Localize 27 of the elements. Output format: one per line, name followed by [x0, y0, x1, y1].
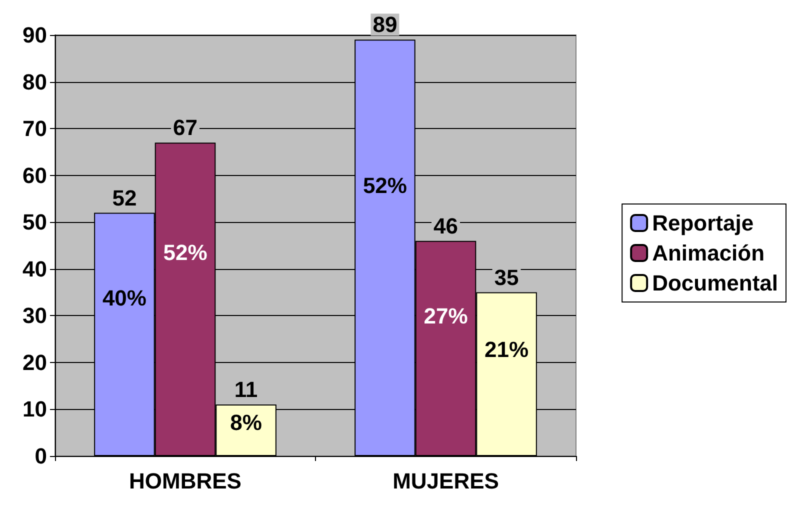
y-tick-label: 80: [22, 69, 47, 94]
legend-label: Animación: [652, 240, 765, 266]
y-tick-label: 0: [34, 444, 47, 468]
y-tick-label: 40: [22, 256, 47, 282]
data-label: 52: [112, 185, 137, 210]
annotation: 40%: [102, 285, 146, 310]
y-tick-label: 10: [22, 396, 47, 422]
y-tick-label: 60: [22, 162, 47, 188]
annotation: 52%: [362, 172, 407, 198]
data-label: 89: [372, 12, 398, 38]
y-tick-label: 30: [22, 303, 47, 328]
y-tick-label: 50: [22, 210, 47, 235]
data-label: 35: [494, 264, 519, 290]
data-label: 11: [234, 377, 258, 402]
x-tick-label: HOMBRES: [129, 468, 242, 494]
annotation: 8%: [230, 410, 262, 436]
annotation: 27%: [424, 304, 468, 329]
annotation: 52%: [163, 240, 208, 265]
y-tick-label: 90: [22, 22, 47, 48]
x-tick-label: MUJERES: [392, 468, 499, 494]
y-tick-label: 70: [22, 116, 47, 142]
y-tick-label: 20: [22, 350, 47, 375]
data-label: 46: [434, 213, 458, 238]
data-label: 67: [173, 115, 198, 140]
annotation: 21%: [484, 337, 529, 362]
legend-label: Documental: [652, 270, 778, 296]
legend-label: Reportaje: [652, 210, 754, 236]
